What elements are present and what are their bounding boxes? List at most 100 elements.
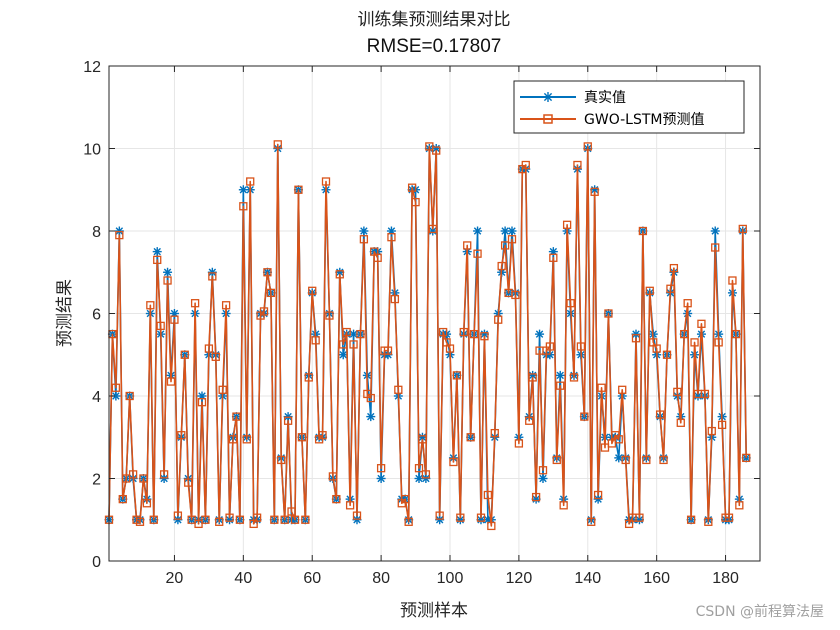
data-point-predicted xyxy=(618,385,627,394)
data-point-predicted xyxy=(311,336,320,345)
data-point-predicted xyxy=(507,235,517,244)
x-tick-label: 100 xyxy=(437,570,464,587)
data-point-predicted xyxy=(480,332,489,341)
data-point-predicted xyxy=(590,187,599,196)
y-tick-label: 12 xyxy=(83,59,101,76)
data-point-predicted xyxy=(728,276,737,285)
ticks: 20 40 60 80 100 120 140 160 180 0 2 4 6 8 10 12 xyxy=(83,59,760,587)
data-point-predicted xyxy=(280,515,289,524)
data-point-predicted xyxy=(273,140,282,149)
data-point-predicted xyxy=(445,344,455,353)
data-point-predicted xyxy=(211,352,220,361)
data-point-predicted xyxy=(514,439,524,448)
data-point-predicted xyxy=(614,435,623,444)
data-point-predicted xyxy=(525,416,534,425)
data-point-predicted xyxy=(714,338,723,347)
data-point-actual xyxy=(359,226,369,236)
data-point-predicted xyxy=(407,183,417,192)
data-point-predicted xyxy=(208,272,217,281)
data-point-predicted xyxy=(735,501,744,510)
legend-label-actual: 真实值 xyxy=(584,90,626,106)
data-point-predicted xyxy=(135,517,145,526)
data-point-predicted xyxy=(335,270,344,279)
data-point-predicted xyxy=(118,494,127,504)
data-point-predicted xyxy=(201,515,210,524)
data-point-predicted xyxy=(373,253,382,262)
data-point-actual xyxy=(507,226,517,236)
data-point-predicted xyxy=(352,511,362,520)
watermark: CSDN @前程算法屋 xyxy=(696,603,824,620)
data-point-predicted xyxy=(166,377,176,386)
data-point-predicted xyxy=(325,311,334,320)
data-point-predicted xyxy=(246,177,255,186)
data-point-predicted xyxy=(390,294,400,304)
data-point-predicted xyxy=(146,301,155,310)
data-point-predicted xyxy=(387,233,396,242)
data-point-predicted xyxy=(452,371,462,380)
data-point-predicted xyxy=(456,513,465,522)
data-point-predicted xyxy=(683,299,692,308)
data-point-actual xyxy=(338,350,348,360)
x-axis-label: 预测样本 xyxy=(400,601,468,621)
data-point-predicted xyxy=(583,142,592,151)
legend-marker-predicted xyxy=(543,114,553,124)
legend-box xyxy=(513,80,745,134)
y-tick-label: 0 xyxy=(92,554,101,571)
data-point-predicted xyxy=(270,515,279,524)
series-line xyxy=(108,143,748,527)
data-point-predicted xyxy=(621,455,630,465)
x-tick-label: 40 xyxy=(234,570,252,587)
data-point-predicted xyxy=(738,224,747,234)
y-tick-label: 10 xyxy=(83,142,101,159)
data-point-predicted xyxy=(556,381,565,390)
data-point-predicted xyxy=(297,433,307,442)
y-axis-label: 预测结果 xyxy=(55,279,75,347)
x-tick-label: 20 xyxy=(166,570,184,587)
data-point-predicted xyxy=(659,455,668,465)
data-point-predicted xyxy=(435,511,444,520)
data-point-predicted xyxy=(604,309,613,318)
data-point-predicted xyxy=(235,515,245,524)
data-point-predicted xyxy=(263,268,272,277)
data-point-predicted xyxy=(111,383,121,392)
data-point-predicted xyxy=(149,515,158,524)
data-point-predicted xyxy=(538,466,548,475)
data-point-actual xyxy=(366,412,376,422)
data-point-predicted xyxy=(528,373,537,382)
data-point-predicted xyxy=(366,393,375,403)
data-point-predicted xyxy=(294,185,303,194)
data-point-predicted xyxy=(655,410,665,419)
data-point-predicted xyxy=(469,329,479,339)
data-point-actual xyxy=(535,329,545,339)
data-point-predicted xyxy=(566,299,575,308)
data-point-predicted xyxy=(159,470,169,479)
data-point-predicted xyxy=(418,435,427,444)
data-point-predicted xyxy=(383,346,393,355)
data-point-predicted xyxy=(228,435,238,444)
data-point-predicted xyxy=(173,511,183,520)
data-point-predicted xyxy=(549,253,558,262)
y-tick-label: 8 xyxy=(92,224,101,241)
data-point-predicted xyxy=(473,249,482,258)
data-point-predicted xyxy=(642,455,651,465)
x-tick-label: 120 xyxy=(506,570,533,587)
data-point-predicted xyxy=(301,515,310,524)
legend: 真实值 GWO-LSTM预测值 xyxy=(513,80,745,134)
data-point-predicted xyxy=(242,435,251,444)
data-point-predicted xyxy=(115,230,124,240)
data-point-predicted xyxy=(731,329,741,339)
data-point-predicted xyxy=(170,315,179,324)
data-point-actual xyxy=(238,185,248,195)
data-point-predicted xyxy=(666,284,675,293)
data-point-predicted xyxy=(631,334,641,343)
data-point-predicted xyxy=(587,517,596,526)
data-point-predicted xyxy=(156,321,165,331)
data-point-predicted xyxy=(421,470,431,479)
series-group xyxy=(104,140,751,531)
data-point-predicted xyxy=(221,301,231,310)
data-point-predicted xyxy=(707,426,716,436)
data-point-predicted xyxy=(466,433,475,442)
data-point-predicted xyxy=(259,307,269,316)
data-point-predicted xyxy=(500,241,510,250)
data-point-actual xyxy=(538,474,548,483)
